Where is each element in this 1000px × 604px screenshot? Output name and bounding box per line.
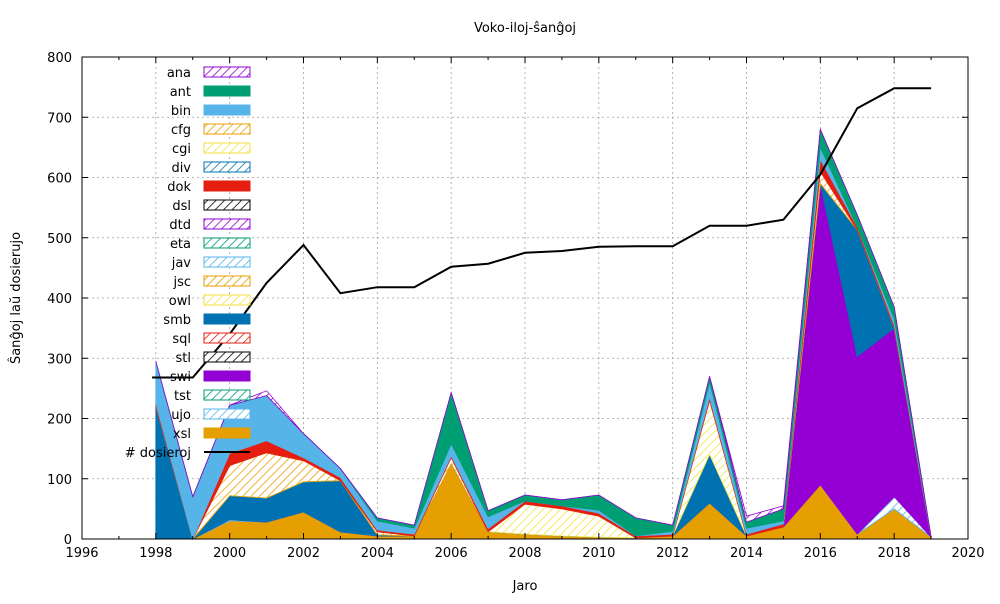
line-dosieroj: [152, 87, 932, 379]
x-tick-label: 2014: [730, 546, 763, 561]
y-axis-label: Ŝanĝoj laŭ dosierujo: [8, 232, 24, 364]
x-tick-label: 2010: [582, 546, 615, 561]
chart-title: Voko-iloj-ŝanĝoj: [474, 21, 576, 36]
legend-label: stl: [176, 351, 191, 366]
legend-label: smb: [163, 313, 191, 328]
legend-label: sql: [172, 332, 191, 347]
legend-label: owl: [169, 294, 191, 309]
legend-swatch: [203, 332, 251, 344]
legend-label: dsl: [172, 199, 191, 214]
x-tick-label: 2012: [656, 546, 689, 561]
legend-label: cfg: [171, 123, 191, 138]
y-tick-label: 300: [47, 352, 72, 367]
legend-swatch: [203, 294, 251, 306]
legend: ana ant bin cfg cgi div dok dsl dtd eta jav jsc owl s…: [125, 66, 251, 461]
legend-label: dok: [167, 180, 191, 195]
legend-label: # dosieroj: [125, 446, 191, 461]
legend-swatch: [203, 123, 251, 135]
legend-swatch: [203, 351, 251, 363]
legend-swatch: [203, 199, 251, 211]
legend-swatch: [203, 161, 251, 173]
y-tick-label: 0: [64, 533, 72, 548]
y-tick-label: 100: [47, 473, 72, 488]
legend-swatch: [203, 218, 251, 230]
legend-swatch: [203, 408, 251, 420]
x-tick-label: 1998: [139, 546, 172, 561]
legend-swatch: [203, 237, 251, 249]
y-tick-label: 400: [47, 292, 72, 307]
legend-label: ana: [167, 66, 191, 81]
legend-label: eta: [170, 237, 191, 252]
x-tick-label: 2008: [508, 546, 541, 561]
legend-label: tst: [174, 389, 191, 404]
x-tick-label: 2002: [287, 546, 320, 561]
legend-label: cgi: [172, 142, 191, 157]
legend-swatch: [203, 427, 251, 439]
legend-swatch: [203, 256, 251, 268]
y-tick-label: 800: [47, 51, 72, 66]
legend-swatch: [203, 370, 251, 382]
x-tick-label: 2006: [435, 546, 468, 561]
legend-swatch: [203, 66, 251, 78]
ticks: 1996 1998 2000 2002 2004 2006 2008 2010 2012 2014…: [47, 51, 984, 561]
legend-swatch: [203, 313, 251, 325]
legend-label: xsl: [173, 427, 191, 442]
legend-swatch: [203, 275, 251, 287]
y-tick-label: 600: [47, 172, 72, 187]
x-tick-label: 2018: [878, 546, 911, 561]
x-tick-label: 2020: [951, 546, 984, 561]
x-tick-label: 2000: [213, 546, 246, 561]
y-tick-label: 200: [47, 413, 72, 428]
y-tick-label: 500: [47, 232, 72, 247]
legend-label: ujo: [171, 408, 191, 423]
x-tick-label: 1996: [65, 546, 98, 561]
x-axis-label: Jaro: [512, 579, 538, 594]
y-tick-label: 700: [47, 111, 72, 126]
legend-label: jav: [171, 256, 192, 271]
legend-swatch: [203, 104, 251, 116]
legend-label: jsc: [172, 275, 191, 290]
legend-label: swi: [170, 370, 191, 385]
total-line: [152, 87, 932, 379]
legend-label: div: [171, 161, 191, 176]
x-tick-label: 2016: [804, 546, 837, 561]
x-tick-label: 2004: [361, 546, 394, 561]
legend-label: bin: [171, 104, 191, 119]
legend-label: dtd: [169, 218, 191, 233]
legend-swatch: [203, 85, 251, 97]
legend-label: ant: [170, 85, 191, 100]
legend-swatch: [203, 180, 251, 192]
legend-swatch: [203, 389, 251, 401]
areas: [155, 127, 932, 541]
legend-swatch: [203, 142, 251, 154]
